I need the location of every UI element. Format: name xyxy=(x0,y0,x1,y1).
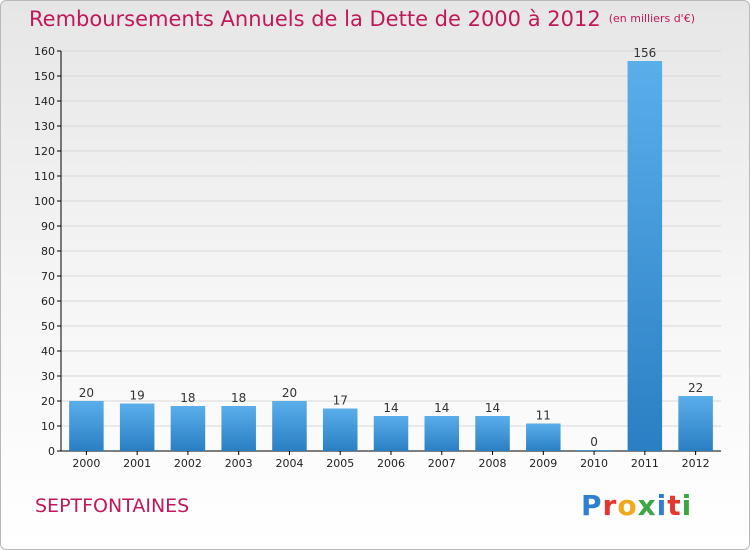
bar-2010 xyxy=(576,450,612,451)
y-tick-label: 120 xyxy=(34,145,55,158)
x-tick-label: 2011 xyxy=(631,457,659,470)
data-label-2009: 11 xyxy=(536,409,551,423)
y-tick-label: 70 xyxy=(41,270,55,283)
y-tick-label: 30 xyxy=(41,370,55,383)
x-tick-label: 2012 xyxy=(682,457,710,470)
data-label-2005: 17 xyxy=(333,394,348,408)
y-tick-label: 10 xyxy=(41,420,55,433)
y-tick-label: 0 xyxy=(48,445,55,458)
title-text: Remboursements Annuels de la Dette de 20… xyxy=(29,7,601,31)
data-label-2010: 0 xyxy=(590,435,598,449)
y-tick-label: 110 xyxy=(34,170,55,183)
data-label-2003: 18 xyxy=(231,391,246,405)
bar-2003 xyxy=(221,406,256,451)
x-tick-label: 2008 xyxy=(479,457,507,470)
commune-name: SEPTFONTAINES xyxy=(35,495,190,517)
y-tick-label: 160 xyxy=(34,45,55,58)
y-tick-label: 100 xyxy=(34,195,55,208)
data-label-2007: 14 xyxy=(434,401,449,415)
chart-title: Remboursements Annuels de la Dette de 20… xyxy=(29,7,695,31)
data-label-2012: 22 xyxy=(688,381,703,395)
data-label-2004: 20 xyxy=(282,386,297,400)
bar-2007 xyxy=(424,416,460,451)
bar-2006 xyxy=(373,416,409,451)
y-tick-label: 40 xyxy=(41,345,55,358)
x-tick-label: 2002 xyxy=(174,457,202,470)
x-tick-label: 2006 xyxy=(377,457,405,470)
y-tick-label: 140 xyxy=(34,95,55,108)
x-tick-label: 2010 xyxy=(580,457,608,470)
data-label-2008: 14 xyxy=(485,401,500,415)
x-tick-label: 2005 xyxy=(326,457,354,470)
x-tick-label: 2007 xyxy=(428,457,456,470)
bar-2002 xyxy=(170,406,206,451)
y-tick-label: 130 xyxy=(34,120,55,133)
y-tick-label: 150 xyxy=(34,70,55,83)
x-tick-label: 2000 xyxy=(72,457,100,470)
data-label-2000: 20 xyxy=(79,386,94,400)
data-label-2006: 14 xyxy=(383,401,398,415)
x-tick-label: 2001 xyxy=(123,457,151,470)
y-tick-label: 20 xyxy=(41,395,55,408)
y-tick-label: 50 xyxy=(41,320,55,333)
bar-2008 xyxy=(475,416,510,451)
x-tick-label: 2009 xyxy=(529,457,557,470)
data-label-2011: 156 xyxy=(633,46,656,60)
y-tick-label: 80 xyxy=(41,245,55,258)
title-unit: (en milliers d'€) xyxy=(608,12,695,25)
bar-2009 xyxy=(526,423,561,451)
y-tick-label: 90 xyxy=(41,220,55,233)
data-label-2002: 18 xyxy=(180,391,195,405)
bar-2011 xyxy=(627,61,663,451)
bar-2005 xyxy=(322,408,358,451)
bar-2004 xyxy=(272,401,307,451)
y-tick-label: 60 xyxy=(41,295,55,308)
x-tick-label: 2003 xyxy=(225,457,253,470)
bar-2001 xyxy=(119,403,155,451)
bar-2012 xyxy=(678,396,713,451)
data-label-2001: 19 xyxy=(130,389,145,403)
proxiti-logo: Proxiti xyxy=(581,489,693,522)
x-tick-label: 2004 xyxy=(275,457,303,470)
bar-2000 xyxy=(69,401,104,451)
